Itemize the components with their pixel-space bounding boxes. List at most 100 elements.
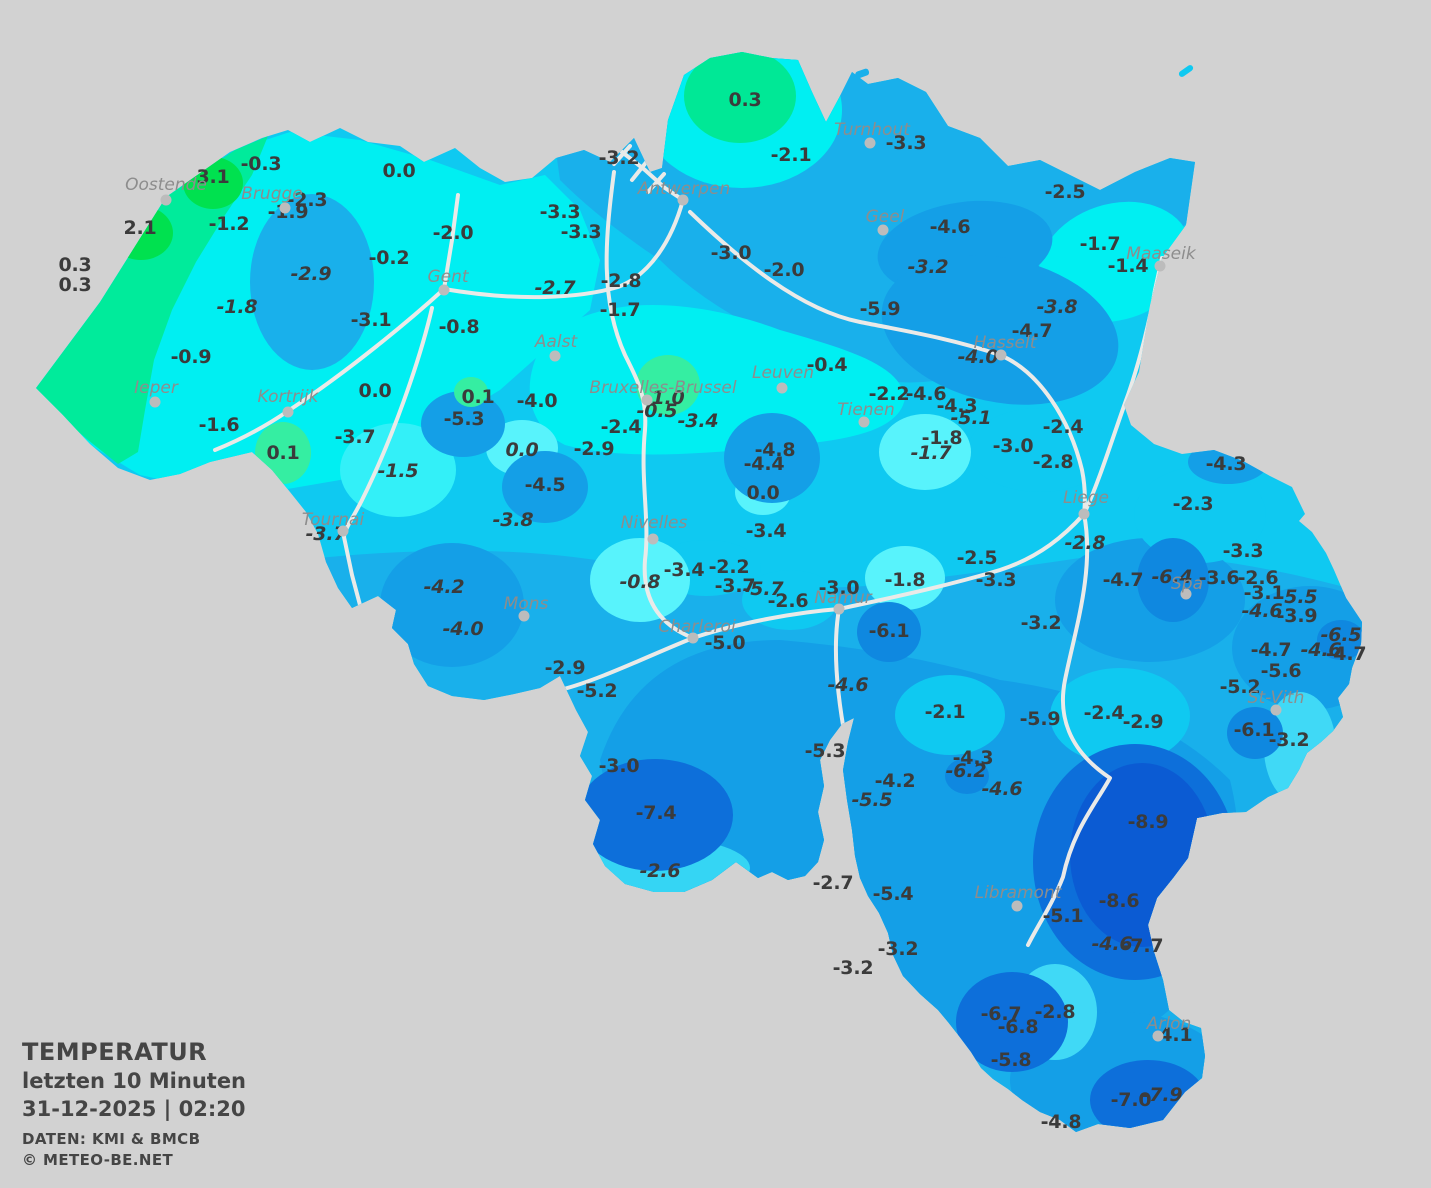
temp-reading: -5.3 (443, 408, 485, 430)
map-subtitle: letzten 10 Minuten (22, 1069, 247, 1093)
temp-reading: -3.8 (492, 509, 534, 531)
temp-reading: -2.1 (770, 144, 812, 166)
temp-reading: -4.2 (423, 576, 465, 598)
temp-reading: -2.2 (708, 556, 750, 578)
temp-reading: 0.0 (505, 439, 539, 461)
temp-reading: -2.2 (868, 383, 910, 405)
temp-reading: -0.5 (636, 400, 678, 422)
city-dot (647, 533, 659, 545)
city-label: Tienen (837, 400, 895, 420)
temp-reading: -2.7 (534, 277, 576, 299)
city-label: Hasselt (973, 333, 1037, 353)
temp-reading: -4.6 (929, 216, 971, 238)
temp-reading: -0.3 (240, 153, 282, 175)
city-dot (160, 194, 172, 206)
city-label: Libramont (974, 883, 1062, 903)
city-dot (1180, 588, 1192, 600)
temp-reading: -3.1 (350, 309, 392, 331)
temp-reading: -8.9 (1127, 811, 1169, 833)
temp-reading: -6.1 (868, 620, 910, 642)
temp-reading: -4.6 (981, 778, 1023, 800)
temp-reading: -3.8 (1036, 296, 1078, 318)
city-dot (149, 396, 161, 408)
temp-reading: -2.7 (812, 872, 854, 894)
temp-reading: -3.3 (1222, 540, 1264, 562)
temp-reading: -0.8 (619, 571, 661, 593)
temp-reading: -2.9 (1122, 711, 1164, 733)
temp-reading: -2.3 (1172, 493, 1214, 515)
temp-reading: -3.2 (832, 957, 874, 979)
temp-reading: -3.4 (677, 410, 719, 432)
temp-reading: -2.3 (286, 189, 328, 211)
temp-reading: -0.4 (806, 354, 848, 376)
city-dot (337, 525, 349, 537)
city-label: Tournai (301, 510, 365, 530)
temp-reading: -2.5 (956, 547, 998, 569)
temp-reading: -4.6 (1300, 639, 1342, 661)
temp-reading: -5.1 (950, 407, 992, 429)
temp-reading: -0.8 (438, 316, 480, 338)
temp-reading: -1.4 (1107, 255, 1149, 277)
temp-reading: -3.1 (1243, 582, 1285, 604)
temp-reading: -3.0 (598, 755, 640, 777)
temp-reading: -6.8 (997, 1016, 1039, 1038)
city-label: Oostende (125, 175, 207, 195)
temp-reading: -4.8 (1040, 1111, 1082, 1133)
map-datetime: 31-12-2025 | 02:20 (22, 1097, 246, 1121)
city-dot (641, 394, 653, 406)
temp-reading: -4.7 (1250, 639, 1292, 661)
temp-reading: -5.5 (1276, 586, 1318, 608)
temp-reading: -5.9 (1019, 708, 1061, 730)
temp-reading: -5.2 (1219, 676, 1261, 698)
temp-reading: -2.0 (432, 222, 474, 244)
temp-reading: -4.0 (516, 390, 558, 412)
temp-reading: 1.0 (651, 387, 685, 409)
temp-reading: -7.4 (635, 802, 677, 824)
city-label: Arlon (1146, 1014, 1192, 1034)
temp-reading: -4.6 (1091, 933, 1133, 955)
temp-reading: -1.7 (599, 299, 641, 321)
temp-reading: -1.6 (198, 414, 240, 436)
city-dot (995, 349, 1007, 361)
temp-reading: -2.9 (544, 657, 586, 679)
temp-reading: -4.5 (524, 474, 566, 496)
city-dot (1078, 508, 1090, 520)
city-label: Maaseik (1126, 244, 1196, 264)
temp-reading: 0.0 (746, 482, 780, 504)
city-label: Geel (865, 207, 905, 227)
temp-reading: -1.7 (1079, 233, 1121, 255)
temp-reading: -2.8 (1034, 1001, 1076, 1023)
temp-reading: -3.3 (560, 221, 602, 243)
city-label: Leuven (752, 363, 814, 383)
city-dot (549, 350, 561, 362)
city-dot (833, 603, 845, 615)
city-label: St-Vith (1247, 688, 1305, 708)
temp-reading: -4.6 (827, 674, 869, 696)
city-dot (1011, 900, 1023, 912)
temp-reading: 0.3 (728, 89, 762, 111)
temp-reading: -3.0 (818, 577, 860, 599)
temp-reading: -8.6 (1098, 890, 1140, 912)
city-label: Kortrijk (257, 387, 319, 407)
city-dot (1152, 1030, 1164, 1042)
city-label: Gent (427, 267, 469, 287)
temp-reading: -3.7 (714, 575, 756, 597)
temp-reading: 0.3 (58, 274, 92, 296)
temp-reading: -4.6 (905, 383, 947, 405)
temp-reading: -6.7 (980, 1003, 1022, 1025)
copyright: © METEO-BE.NET (22, 1151, 174, 1169)
temp-reading: -5.5 (851, 789, 893, 811)
temp-reading: -5.3 (804, 740, 846, 762)
temp-reading: -2.8 (1032, 451, 1074, 473)
city-label: Namur (814, 588, 872, 608)
city-label: Nivelles (620, 513, 688, 533)
city-dot (677, 194, 689, 206)
temp-reading: -3.4 (745, 520, 787, 542)
city-dot (518, 610, 530, 622)
temp-reading: 2.1 (123, 217, 157, 239)
temp-reading: -5.4 (872, 883, 914, 905)
temp-reading: -1.8 (921, 427, 963, 449)
temp-reading: -3.7 (305, 523, 347, 545)
temp-reading: -3.3 (885, 132, 927, 154)
